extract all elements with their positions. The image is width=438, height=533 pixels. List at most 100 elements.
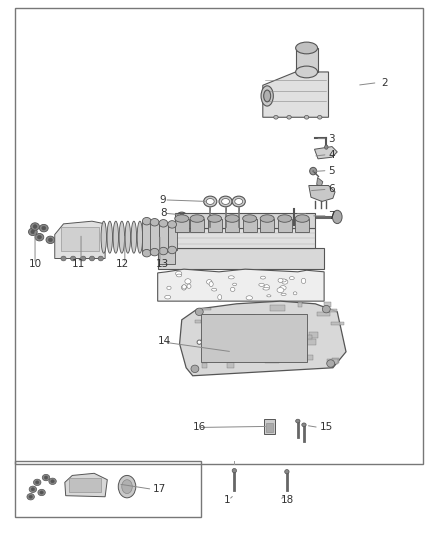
- Bar: [175, 219, 189, 232]
- Ellipse shape: [296, 66, 318, 78]
- Ellipse shape: [332, 211, 342, 224]
- Ellipse shape: [39, 224, 48, 232]
- Ellipse shape: [165, 295, 171, 299]
- Bar: [201, 338, 214, 342]
- Ellipse shape: [42, 227, 46, 230]
- Ellipse shape: [34, 479, 41, 486]
- Ellipse shape: [246, 296, 252, 300]
- Ellipse shape: [302, 423, 306, 426]
- Bar: [202, 362, 207, 368]
- Ellipse shape: [182, 285, 186, 289]
- Ellipse shape: [27, 494, 34, 500]
- Bar: [285, 332, 292, 337]
- Ellipse shape: [35, 233, 44, 241]
- Ellipse shape: [119, 221, 124, 253]
- Ellipse shape: [322, 305, 330, 313]
- Bar: [295, 219, 309, 232]
- Ellipse shape: [259, 283, 264, 286]
- Text: 9: 9: [160, 195, 166, 205]
- Bar: [244, 349, 254, 353]
- Text: 14: 14: [158, 336, 171, 346]
- Ellipse shape: [208, 215, 222, 222]
- Ellipse shape: [46, 236, 55, 244]
- Text: 2: 2: [381, 78, 388, 87]
- Bar: [175, 213, 315, 228]
- Ellipse shape: [285, 470, 289, 474]
- Ellipse shape: [131, 221, 137, 253]
- Ellipse shape: [261, 86, 273, 106]
- Bar: [271, 342, 279, 348]
- Bar: [212, 333, 221, 335]
- Bar: [166, 228, 315, 248]
- Ellipse shape: [218, 295, 222, 300]
- Text: 10: 10: [28, 259, 42, 269]
- Ellipse shape: [282, 279, 288, 284]
- Ellipse shape: [278, 215, 292, 222]
- Bar: [298, 344, 303, 350]
- Bar: [260, 219, 274, 232]
- Text: 15: 15: [320, 423, 333, 432]
- Bar: [158, 248, 324, 269]
- Ellipse shape: [296, 42, 318, 54]
- Ellipse shape: [267, 295, 271, 297]
- Ellipse shape: [177, 274, 182, 277]
- Bar: [231, 335, 236, 338]
- Ellipse shape: [31, 488, 35, 491]
- Ellipse shape: [51, 480, 54, 483]
- Ellipse shape: [142, 217, 151, 225]
- Ellipse shape: [175, 215, 189, 222]
- Ellipse shape: [264, 90, 271, 102]
- Bar: [190, 219, 204, 232]
- Ellipse shape: [31, 230, 35, 233]
- Polygon shape: [55, 221, 105, 259]
- Ellipse shape: [42, 474, 49, 481]
- Ellipse shape: [81, 256, 86, 261]
- Ellipse shape: [125, 221, 131, 253]
- Bar: [306, 338, 316, 345]
- Bar: [309, 332, 318, 338]
- Bar: [328, 359, 339, 365]
- Ellipse shape: [278, 278, 283, 282]
- Ellipse shape: [235, 199, 243, 204]
- Bar: [215, 317, 230, 322]
- Bar: [298, 302, 302, 307]
- Ellipse shape: [176, 271, 182, 276]
- Ellipse shape: [38, 489, 46, 496]
- Ellipse shape: [187, 284, 191, 288]
- Bar: [15, 8, 423, 464]
- Ellipse shape: [137, 221, 143, 253]
- Ellipse shape: [159, 247, 168, 255]
- Bar: [225, 219, 239, 232]
- Bar: [296, 333, 306, 335]
- Ellipse shape: [89, 256, 95, 261]
- Ellipse shape: [150, 219, 159, 226]
- Text: 8: 8: [160, 208, 166, 218]
- Ellipse shape: [325, 145, 328, 149]
- Ellipse shape: [209, 281, 213, 287]
- Bar: [195, 320, 201, 323]
- Ellipse shape: [29, 486, 37, 492]
- Bar: [244, 319, 252, 322]
- Ellipse shape: [197, 340, 201, 344]
- Ellipse shape: [204, 196, 217, 207]
- Ellipse shape: [98, 256, 103, 261]
- Bar: [271, 305, 285, 311]
- Ellipse shape: [212, 288, 217, 291]
- Text: 13: 13: [155, 259, 169, 269]
- Bar: [61, 227, 99, 251]
- Ellipse shape: [185, 279, 191, 284]
- Ellipse shape: [260, 215, 274, 222]
- Bar: [278, 219, 292, 232]
- Bar: [159, 223, 168, 251]
- Bar: [252, 338, 259, 341]
- Ellipse shape: [295, 215, 309, 222]
- Bar: [327, 310, 337, 312]
- Bar: [142, 221, 151, 253]
- Ellipse shape: [28, 228, 37, 236]
- Ellipse shape: [263, 287, 269, 290]
- Bar: [275, 327, 283, 333]
- Ellipse shape: [296, 419, 300, 423]
- Ellipse shape: [290, 277, 294, 280]
- Bar: [227, 362, 234, 368]
- Ellipse shape: [243, 215, 257, 222]
